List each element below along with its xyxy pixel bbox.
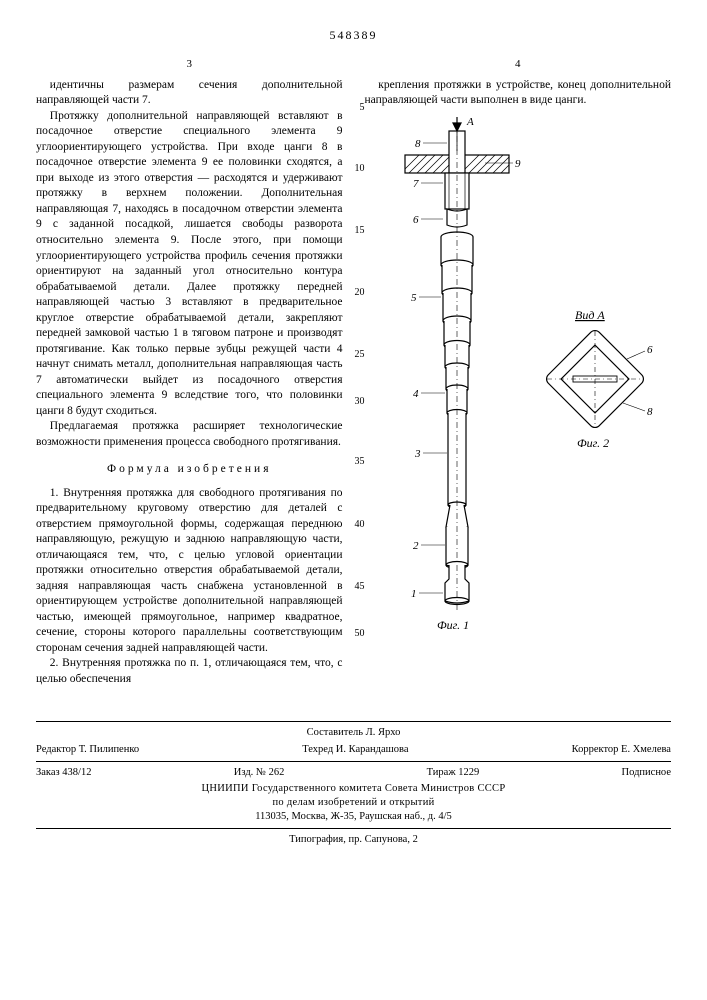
techred: Техред И. Карандашова — [302, 743, 408, 757]
tirazh: Тираж 1229 — [427, 766, 480, 780]
podpisnoe: Подписное — [622, 766, 671, 780]
line-number: 10 — [355, 164, 365, 174]
line-number: 45 — [355, 582, 365, 592]
fig2-caption: Фиг. 2 — [577, 436, 609, 450]
callout: 1 — [411, 588, 417, 600]
line-number: 40 — [355, 520, 365, 530]
callout: 9 — [515, 158, 521, 170]
izd-no: Изд. № 262 — [234, 766, 285, 780]
line-number: 35 — [355, 457, 365, 467]
paragraph: Предлагаемая протяжка расширяет технолог… — [36, 419, 343, 450]
claim: 1. Внутренняя протяжка для свободного пр… — [36, 486, 343, 657]
claim: 2. Внутренняя протяжка по п. 1, отличающ… — [36, 656, 343, 687]
line-number: 25 — [355, 350, 365, 360]
view-label: Вид А — [575, 308, 605, 322]
callout: 3 — [414, 448, 421, 460]
callout: 2 — [413, 540, 419, 552]
line-number: 5 — [360, 103, 365, 113]
callout: 6 — [413, 214, 419, 226]
fig1-caption: Фиг. 1 — [437, 618, 469, 632]
figure-2: Вид А 6 8 — [535, 307, 655, 457]
paragraph: крепления протяжки в устройстве, конец д… — [365, 78, 672, 109]
divider — [36, 828, 671, 829]
divider — [36, 721, 671, 722]
figure-1: A 8 9 7 6 5 4 3 2 1 Фиг. 1 — [387, 117, 527, 637]
callout: 6 — [647, 344, 653, 356]
address: 113035, Москва, Ж-35, Раушская наб., д. … — [36, 810, 671, 824]
callout: 5 — [411, 292, 417, 304]
right-column: 4 5101520253035404550 крепления протяжки… — [365, 57, 672, 687]
claims-heading: Формула изобретения — [36, 462, 343, 478]
line-number: 15 — [355, 226, 365, 236]
compiler-line: Составитель Л. Ярхо — [36, 726, 671, 740]
left-column: 3 идентичны размерам сечения дополнитель… — [36, 57, 343, 687]
callout: 8 — [647, 406, 653, 418]
figures-area: A 8 9 7 6 5 4 3 2 1 Фиг. 1 — [365, 117, 672, 637]
callout: 7 — [413, 178, 419, 190]
document-number: 548389 — [36, 28, 671, 43]
line-number: 50 — [355, 629, 365, 639]
paragraph: идентичны размерам сечения дополнительно… — [36, 78, 343, 109]
view-arrow-A — [453, 117, 461, 131]
page-number-left: 3 — [36, 57, 343, 72]
org-line-2: по делам изобретений и открытий — [36, 796, 671, 810]
divider — [36, 761, 671, 762]
two-column-layout: 3 идентичны размерам сечения дополнитель… — [36, 57, 671, 687]
page: 548389 3 идентичны размерам сечения допо… — [0, 0, 707, 1000]
callout: 8 — [415, 138, 421, 150]
org-line-1: ЦНИИПИ Государственного комитета Совета … — [36, 782, 671, 796]
order-no: Заказ 438/12 — [36, 766, 91, 780]
imprint-footer: Составитель Л. Ярхо Редактор Т. Пилипенк… — [36, 721, 671, 847]
line-number: 30 — [355, 397, 365, 407]
typography: Типография, пр. Сапунова, 2 — [36, 833, 671, 847]
editor: Редактор Т. Пилипенко — [36, 743, 139, 757]
callout: 4 — [413, 388, 419, 400]
view-label-A: A — [466, 117, 474, 128]
page-number-right: 4 — [365, 57, 672, 72]
paragraph: Протяжку дополнительной направляющей вст… — [36, 109, 343, 419]
line-number: 20 — [355, 288, 365, 298]
corrector: Корректор Е. Хмелева — [572, 743, 671, 757]
